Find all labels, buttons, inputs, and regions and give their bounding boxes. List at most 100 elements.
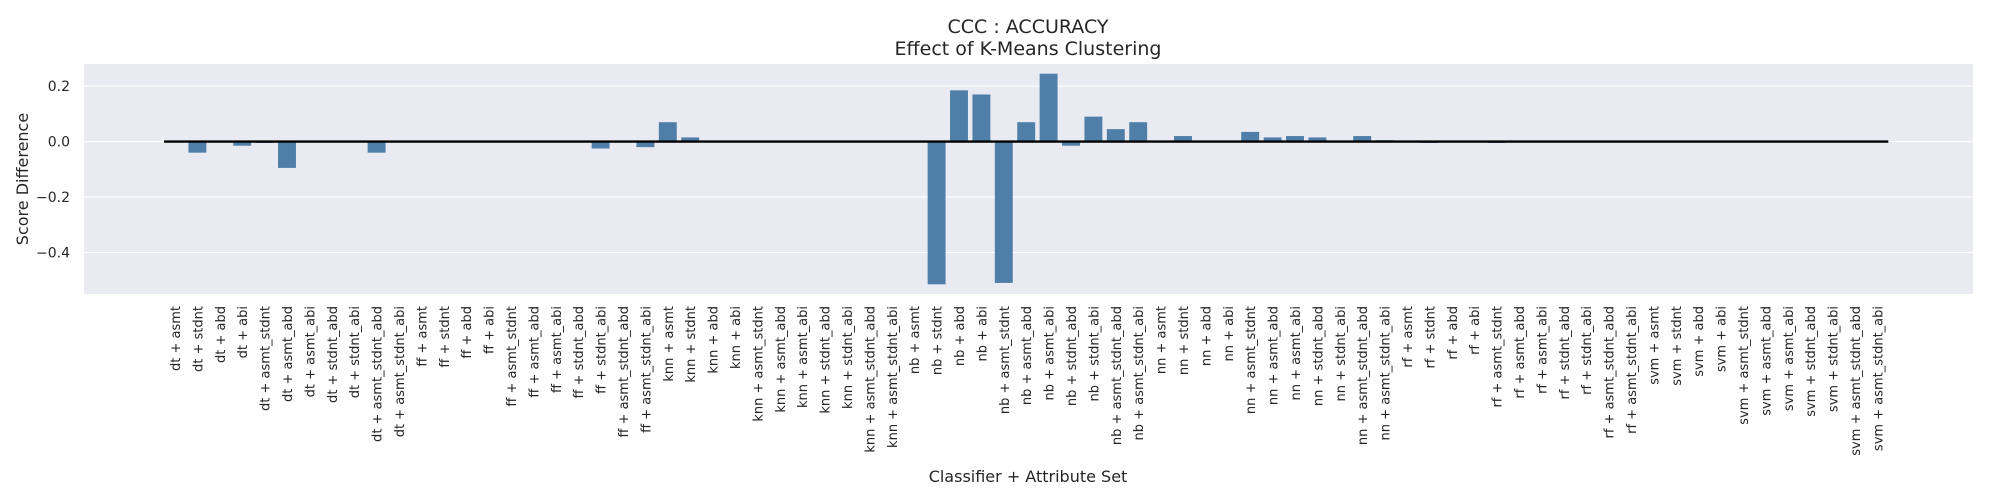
x-tick-label: rf + abi [1468,306,1483,355]
y-tick-labels: 0.2 0.0 −0.2 −0.4 [36,79,70,261]
x-tick-label: rf + asmt_stdnt_abi [1625,306,1640,434]
x-tick-label: dt + asmt [169,306,184,371]
x-tick-label: ff + asmt_stdnt [505,306,520,407]
x-tick-label: svm + asmt_stdnt_abd [1849,306,1864,456]
x-tick-label: rf + asmt_abd [1513,306,1528,399]
bars [166,73,1887,285]
bar [188,141,207,153]
x-tick-label: dt + stdnt_abi [348,306,363,398]
x-tick-label: nb + asmt [908,306,923,374]
x-tick-label: nn + stdnt_abd [1311,306,1326,406]
x-tick-label: rf + stdnt_abi [1580,306,1595,395]
x-tick-label: svm + stdnt_abd [1804,306,1819,417]
x-tick-label: rf + asmt_abi [1535,306,1550,394]
x-tick-label: nb + abd [953,306,968,366]
x-tick-label: knn + asmt [662,306,677,382]
bar [1062,141,1080,146]
x-tick-label: ff + asmt [415,306,430,367]
x-tick-label: rf + asmt_stdnt_abd [1603,306,1618,439]
bar [233,141,252,146]
bar [1286,136,1304,142]
y-tick-label: −0.4 [36,245,70,261]
x-tick-label: nn + asmt_stdnt [1244,306,1259,414]
x-tick-label: dt + asmt_abi [303,306,318,397]
x-tick-label: ff + abd [460,306,475,359]
x-axis-label: Classifier + Attribute Set [929,467,1128,486]
x-tick-label: svm + asmt_stdnt [1737,306,1752,425]
x-tick-label: svm + stdnt [1670,306,1685,386]
bar [1039,73,1058,142]
y-tick-label: 0.0 [48,135,70,151]
x-tick-label: svm + asmt_stdnt_abi [1871,306,1886,451]
x-tick-label: svm + asmt_abi [1782,306,1797,411]
x-tick-label: knn + asmt_abd [774,306,789,413]
bar [591,141,610,149]
x-tick-label: nn + abd [1199,306,1214,366]
x-tick-label: nn + asmt_abi [1289,306,1304,400]
bar [994,141,1013,283]
x-tick-label: knn + asmt_stdnt [751,306,766,422]
bar [972,94,991,142]
x-tick-label: nb + stdnt_abi [1087,306,1102,401]
x-tick-label: knn + abi [729,306,744,369]
x-tick-label: ff + stdnt [438,306,453,368]
x-tick-label: ff + stdnt_abi [595,306,610,394]
x-tick-label: dt + abd [214,306,229,363]
x-tick-label: nn + stdnt [1177,306,1192,375]
x-tick-label: knn + asmt_stdnt_abi [886,306,901,448]
x-tick-label: nb + asmt_abi [1043,306,1058,400]
x-tick-label: nb + asmt_stdnt_abd [1110,306,1125,445]
bar [1263,137,1282,142]
bar [658,122,677,142]
x-tick-label: nn + asmt_stdnt_abd [1356,306,1371,445]
bar [927,141,946,285]
bar [1353,136,1372,142]
x-tick-label: svm + stdnt_abi [1827,306,1842,412]
bar [1129,122,1148,142]
x-tick-label: rf + stdnt [1423,306,1438,369]
y-tick-label: 0.2 [48,79,70,95]
bar [1174,136,1192,142]
x-tick-label: nn + abi [1222,306,1237,361]
x-tick-label: knn + stdnt_abi [841,306,856,409]
bar [367,141,386,153]
x-tick-label: svm + asmt [1647,306,1662,385]
chart-title: CCC : ACCURACY [947,16,1108,38]
x-tick-label: rf + asmt_stdnt [1491,306,1506,408]
x-tick-label: ff + asmt_abi [550,306,565,393]
x-tick-label: dt + stdnt [191,306,206,372]
x-tick-label: rf + asmt [1401,306,1416,368]
x-tick-label: knn + asmt_abi [796,306,811,408]
x-tick-label: nn + asmt [1155,306,1170,374]
x-tick-label: nb + asmt_abd [1020,306,1035,405]
bar [636,141,655,148]
x-tick-label: nb + asmt_stdnt_abi [1132,306,1147,440]
x-tick-label: ff + asmt_stdnt_abd [617,306,632,438]
x-tick-label: nb + abi [975,306,990,361]
y-axis-label: Score Difference [13,113,32,245]
x-tick-label: svm + abd [1692,306,1707,377]
x-tick-label: nb + asmt_stdnt [998,306,1013,414]
x-tick-label: rf + stdnt_abd [1558,306,1573,400]
x-tick-label: ff + asmt_abd [527,306,542,398]
x-tick-label: dt + asmt_stdnt_abi [393,306,408,437]
x-tick-label: knn + asmt_stdnt_abd [863,306,878,453]
x-tick-label: dt + asmt_stdnt_abd [371,306,386,442]
bar [1084,116,1103,142]
x-tick-label: ff + abi [483,306,498,354]
bar [681,137,700,142]
x-tick-label: ff + asmt_stdnt_abi [639,306,654,433]
x-tick-label: dt + stdnt_abd [326,306,341,403]
plot-background [84,64,1973,294]
x-tick-label: nn + asmt_stdnt_abi [1379,306,1394,440]
bar [1241,131,1260,142]
bar [278,141,296,168]
x-tick-label: knn + stdnt_abd [819,306,834,414]
x-tick-label: knn + stdnt [684,306,699,383]
x-tick-label: ff + stdnt_abd [572,306,587,399]
bar [1017,122,1036,142]
x-tick-label: nb + stdnt [931,306,946,375]
x-tick-label: nb + stdnt_abd [1065,306,1080,406]
